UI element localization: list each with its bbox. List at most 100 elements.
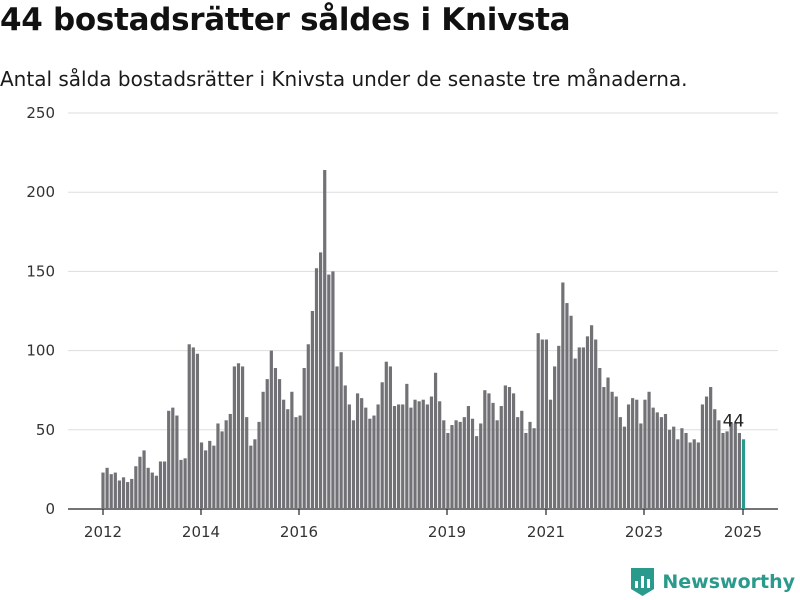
- gridlines: [68, 112, 778, 510]
- bar: [306, 344, 310, 509]
- bar: [544, 339, 549, 509]
- bar: [553, 366, 557, 509]
- bar: [360, 398, 364, 509]
- newsworthy-brand[interactable]: Newsworthy: [631, 568, 795, 596]
- bar: [606, 377, 610, 509]
- bar: [179, 459, 183, 509]
- bar: [282, 399, 286, 509]
- bars: [101, 170, 746, 510]
- bar: [401, 404, 405, 509]
- bar: [273, 368, 278, 509]
- bar: [388, 366, 393, 509]
- bar: [261, 391, 265, 509]
- bar: [589, 325, 594, 509]
- bar: [433, 372, 438, 509]
- bar: [277, 379, 282, 509]
- bar: [688, 442, 692, 509]
- bar: [511, 393, 516, 509]
- x-tick-label: 2025: [724, 523, 762, 541]
- y-tick-label: 50: [36, 421, 55, 439]
- bar: [187, 344, 191, 509]
- bar: [323, 170, 327, 510]
- bar: [236, 363, 241, 509]
- x-tick-label: 2023: [625, 523, 663, 541]
- bar: [667, 429, 672, 509]
- bar: [479, 423, 483, 509]
- bar: [175, 415, 179, 509]
- bar: [524, 432, 528, 509]
- bar: [470, 418, 475, 509]
- y-tick-label: 150: [26, 262, 55, 280]
- bar: [319, 252, 323, 509]
- bar: [475, 436, 479, 509]
- newsworthy-logo-icon: [631, 568, 655, 596]
- bar: [245, 417, 249, 509]
- bar: [339, 352, 343, 509]
- bar: [631, 398, 635, 509]
- bar: [487, 393, 491, 509]
- x-tick-label: 2021: [527, 523, 565, 541]
- bar: [729, 423, 733, 509]
- bar: [327, 274, 331, 509]
- bar: [585, 336, 590, 509]
- bar: [257, 421, 261, 509]
- bar: [384, 361, 388, 509]
- bar: [314, 268, 319, 509]
- bar: [117, 480, 122, 509]
- bar: [421, 399, 425, 509]
- bar: [364, 407, 368, 509]
- bar: [158, 461, 163, 509]
- bar: [265, 379, 269, 509]
- bar: [405, 383, 409, 509]
- bar: [733, 423, 737, 509]
- annotations: 44: [723, 411, 745, 431]
- bar: [335, 366, 339, 509]
- bar: [376, 404, 380, 509]
- bar: [659, 417, 663, 509]
- bar: [483, 390, 487, 509]
- bar: [183, 458, 187, 509]
- bar: [232, 366, 236, 509]
- bar: [635, 399, 639, 509]
- bar: [220, 431, 224, 509]
- bar: [286, 409, 290, 509]
- bar: [290, 391, 294, 509]
- y-axis: 0 50 100 150 200 250: [26, 104, 55, 518]
- bar: [409, 407, 413, 509]
- bar: [709, 387, 713, 509]
- bar: [167, 410, 171, 509]
- bar: [450, 425, 454, 509]
- bar: [298, 415, 302, 509]
- bar: [602, 387, 606, 509]
- chart-title: 44 bostadsrätter såldes i Knivsta: [0, 2, 571, 38]
- bar: [134, 466, 138, 509]
- bar: [737, 432, 741, 509]
- bar: [425, 404, 429, 509]
- bar-chart: 0 50 100 150 200 250 2012 2014 2016 2019 2021 2023…: [26, 104, 778, 541]
- bar: [581, 347, 585, 509]
- bar-highlight: [741, 439, 746, 509]
- last-value-label: 44: [723, 411, 745, 431]
- bar: [380, 382, 384, 509]
- x-tick-label: 2014: [182, 523, 220, 541]
- bar: [413, 399, 417, 509]
- bar: [240, 366, 245, 509]
- bar: [150, 472, 154, 509]
- bar: [438, 401, 442, 509]
- bar: [622, 426, 627, 509]
- y-tick-label: 250: [26, 104, 55, 122]
- bar: [302, 368, 306, 509]
- bar: [458, 421, 462, 509]
- bar: [692, 439, 696, 509]
- bar: [249, 445, 253, 509]
- y-tick-label: 100: [26, 342, 55, 360]
- bar: [191, 347, 195, 509]
- bar: [561, 282, 565, 509]
- bar: [696, 442, 700, 509]
- bar: [195, 353, 200, 509]
- bar: [331, 271, 335, 509]
- bar: [713, 409, 717, 509]
- bar: [548, 399, 553, 509]
- x-axis: 2012 2014 2016 2019 2021 2023 2025: [84, 509, 762, 541]
- bar: [121, 477, 126, 509]
